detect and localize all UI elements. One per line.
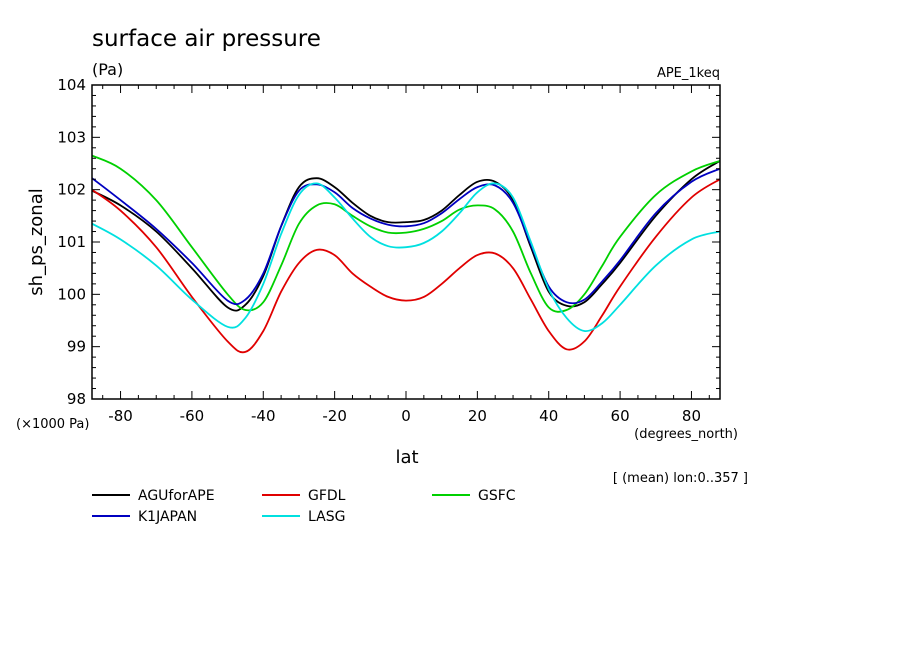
series-line-lasg	[91, 182, 721, 332]
x-tick-label: 60	[611, 407, 630, 425]
x-tick-label: 0	[401, 407, 411, 425]
y-tick-label: 100	[57, 285, 86, 303]
y-tick-label: 99	[67, 338, 86, 356]
x-tick-label: -80	[108, 407, 133, 425]
y-tick-label: 101	[57, 233, 86, 251]
chart-units: (Pa)	[92, 60, 123, 79]
x-tick-label: 40	[539, 407, 558, 425]
ticks-layer	[92, 84, 720, 400]
y-tick-label: 103	[57, 128, 86, 146]
legend-label-aguforape: AGUforAPE	[138, 488, 215, 504]
series-line-gfdl	[91, 178, 721, 354]
legend-label-k1japan: K1JAPAN	[138, 509, 197, 525]
series-line-k1japan	[91, 167, 721, 306]
x-units-label: (degrees_north)	[634, 427, 738, 442]
x-tick-label: -40	[251, 407, 276, 425]
legend-label-gsfc: GSFC	[478, 488, 516, 504]
experiment-label: APE_1keq	[657, 66, 720, 81]
legend: AGUforAPE GFDL GSFC K1JAPAN LASG	[92, 488, 516, 525]
legend-label-lasg: LASG	[308, 509, 345, 525]
series-layer	[91, 154, 721, 354]
x-tick-label: 20	[468, 407, 487, 425]
plot-frame	[91, 84, 721, 400]
tick-labels-layer: -80 -60 -40 -20 0 20 40 60 80 98 99 100 101 102 103 104	[57, 76, 701, 425]
x-axis-label: lat	[395, 447, 418, 468]
x-tick-label: 80	[682, 407, 701, 425]
y-scale-note: (×1000 Pa)	[16, 417, 89, 432]
y-axis-label: sh_ps_zonal	[26, 188, 47, 296]
series-line-aguforape	[91, 160, 721, 312]
series-line-gsfc	[91, 154, 721, 313]
chart-title: surface air pressure	[92, 26, 321, 52]
x-tick-label: -20	[322, 407, 347, 425]
subset-note: [ (mean) lon:0..357 ]	[613, 471, 748, 486]
x-tick-label: -60	[180, 407, 205, 425]
y-tick-label: 98	[67, 390, 86, 408]
y-tick-label: 104	[57, 76, 86, 94]
legend-label-gfdl: GFDL	[308, 488, 346, 504]
y-tick-label: 102	[57, 181, 86, 199]
